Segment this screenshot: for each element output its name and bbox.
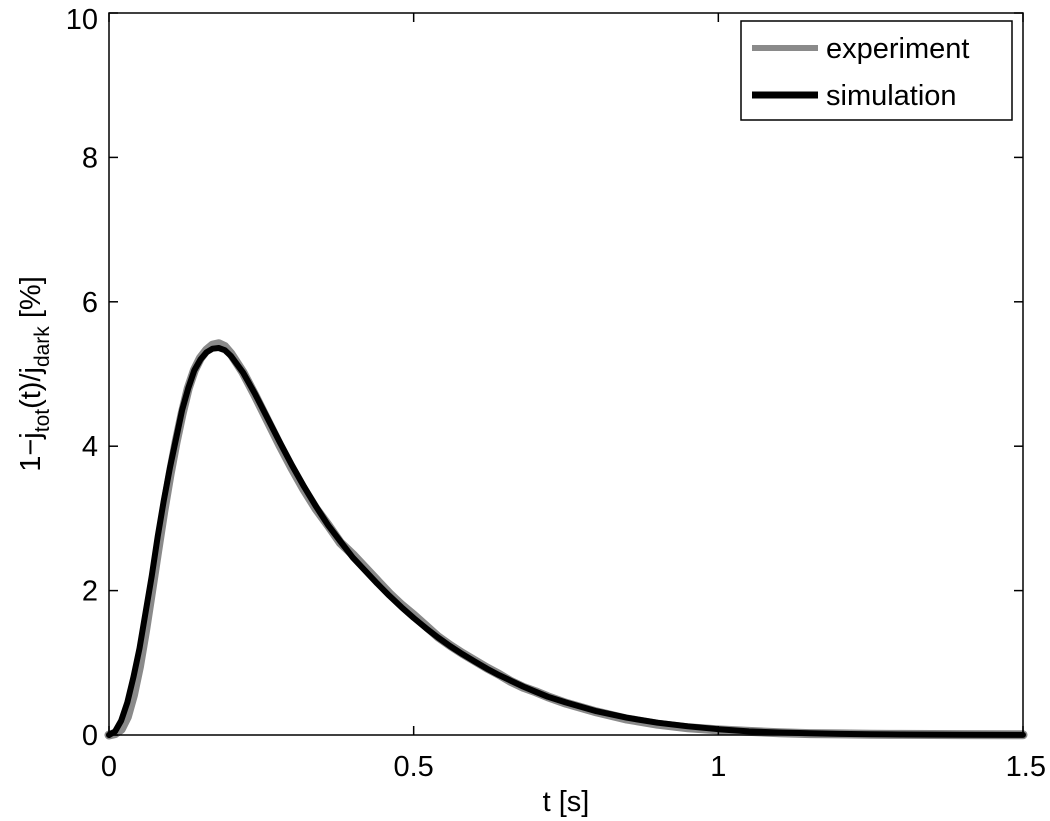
series-line-simulation bbox=[106, 345, 1026, 738]
legend-label-experiment: experiment bbox=[826, 33, 969, 65]
y-tick-label: 10 bbox=[66, 4, 98, 36]
y-axis-label-part: [%] bbox=[15, 276, 47, 326]
y-tick-label: 2 bbox=[82, 576, 98, 608]
legend-label-simulation: simulation bbox=[826, 80, 957, 112]
y-tick-label: 6 bbox=[82, 287, 98, 319]
y-tick-label: 0 bbox=[82, 720, 98, 752]
plot-area-frame bbox=[108, 12, 1024, 736]
y-tick-label: 8 bbox=[82, 142, 98, 174]
x-axis-label: t [s] bbox=[543, 786, 590, 818]
x-tick-label: 0.5 bbox=[394, 751, 434, 783]
x-tick-label: 0 bbox=[101, 751, 117, 783]
y-axis-ticks: 0 2 4 6 8 10 bbox=[66, 4, 1023, 752]
plot-lines bbox=[104, 339, 1028, 740]
y-axis-label: 1−jtot(t)/jdark [%] bbox=[15, 276, 54, 472]
x-tick-label: 1 bbox=[710, 751, 726, 783]
y-axis-label-part: (t)/j bbox=[15, 367, 47, 409]
legend: experiment simulation bbox=[740, 20, 1013, 121]
y-tick-label: 4 bbox=[82, 431, 98, 463]
legend-box bbox=[740, 20, 1013, 121]
y-axis-label-subscript: tot bbox=[31, 409, 54, 433]
x-tick-label: 1.5 bbox=[1006, 751, 1046, 783]
y-axis-label-part: 1−j bbox=[15, 432, 47, 472]
x-axis-ticks: 0 0.5 1 1.5 bbox=[101, 13, 1046, 783]
y-axis-label-subscript: dark bbox=[31, 326, 54, 367]
